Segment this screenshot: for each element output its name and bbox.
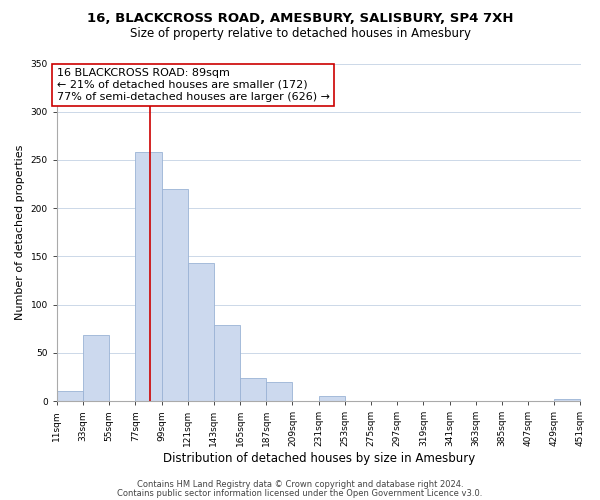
Text: Contains HM Land Registry data © Crown copyright and database right 2024.: Contains HM Land Registry data © Crown c… xyxy=(137,480,463,489)
Bar xyxy=(136,152,161,401)
Text: 16, BLACKCROSS ROAD, AMESBURY, SALISBURY, SP4 7XH: 16, BLACKCROSS ROAD, AMESBURY, SALISBURY… xyxy=(87,12,513,26)
Y-axis label: Number of detached properties: Number of detached properties xyxy=(15,144,25,320)
Text: Size of property relative to detached houses in Amesbury: Size of property relative to detached ho… xyxy=(130,28,470,40)
Text: Contains public sector information licensed under the Open Government Licence v3: Contains public sector information licen… xyxy=(118,488,482,498)
Bar xyxy=(188,263,214,401)
Text: 16 BLACKCROSS ROAD: 89sqm
← 21% of detached houses are smaller (172)
77% of semi: 16 BLACKCROSS ROAD: 89sqm ← 21% of detac… xyxy=(57,68,330,102)
Bar xyxy=(240,378,266,401)
Bar xyxy=(83,336,109,401)
Bar xyxy=(554,399,580,401)
X-axis label: Distribution of detached houses by size in Amesbury: Distribution of detached houses by size … xyxy=(163,452,475,465)
Bar xyxy=(319,396,345,401)
Bar xyxy=(57,392,83,401)
Bar xyxy=(161,189,188,401)
Bar xyxy=(214,325,240,401)
Bar xyxy=(266,382,292,401)
